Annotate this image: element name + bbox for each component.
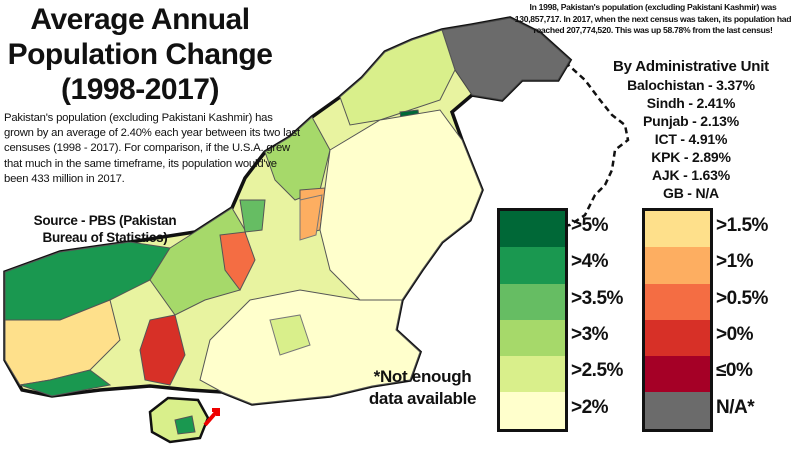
admin-unit-item: AJK - 1.63% (652, 167, 730, 183)
admin-unit-item: KPK - 2.89% (651, 149, 731, 165)
description: Pakistan's population (excluding Pakista… (4, 112, 300, 185)
legend-label: >4% (571, 251, 609, 273)
region-punjab (319, 109, 483, 301)
inset-arrow (203, 408, 220, 427)
region-coast (19, 369, 112, 397)
title-line: Population Change (7, 38, 273, 71)
source-note: Source - PBS (Pakistan Bureau of Statist… (10, 212, 200, 246)
legend-swatch (500, 247, 565, 284)
source-line: Bureau of Statistics) (42, 230, 168, 245)
admin-unit-item: Punjab - 2.13% (642, 113, 739, 129)
legend-swatch (645, 283, 710, 320)
title-line: (1998-2017) (61, 73, 219, 106)
legend-swatch (500, 319, 565, 357)
legend-label: N/A* (716, 396, 755, 418)
region-gb (441, 17, 571, 101)
region-sindh (199, 289, 421, 405)
note-line: *Not enough (373, 367, 472, 386)
admin-unit-item: Balochistan - 3.37% (627, 77, 755, 93)
region-quetta (239, 199, 266, 233)
legend-label: >2.5% (571, 360, 623, 382)
region-sindh-green (269, 314, 311, 356)
region-loralai (219, 231, 256, 291)
admin-unit-item: GB - N/A (663, 185, 719, 201)
karachi-inset-district (174, 415, 196, 435)
legend-label: >1.5% (716, 215, 768, 236)
legend-swatch (500, 211, 565, 248)
title-line: Average Annual (30, 3, 250, 36)
legend-swatch (645, 211, 710, 248)
legend-swatch (645, 356, 710, 393)
admin-unit-item: Sindh - 2.41% (646, 95, 736, 111)
legend-label: >1% (716, 251, 754, 273)
disputed-border (519, 61, 630, 230)
not-enough-data-note: *Not enough data available (345, 366, 500, 410)
legend-label: >0% (716, 323, 754, 345)
legend-warm (642, 208, 713, 432)
source-line: Source - PBS (Pakistan (33, 213, 177, 228)
legend-label: ≤0% (716, 360, 753, 382)
legend-label: >2% (571, 396, 609, 418)
legend-swatch (500, 392, 565, 429)
legend-swatch (500, 356, 565, 393)
legend-swatch (645, 392, 710, 429)
legend-label: >3.5% (571, 287, 623, 309)
census-note: In 1998, Pakistan's population (excludin… (514, 2, 792, 35)
note-line: data available (368, 389, 477, 408)
legend-swatch (500, 283, 565, 320)
region-kpk-north (339, 29, 456, 126)
admin-unit-item: ICT - 4.91% (654, 131, 728, 147)
legend-label: >5% (571, 215, 609, 236)
legend-label: >3% (571, 323, 609, 345)
page-title: Average Annual Population Change (1998-2… (0, 2, 280, 107)
legend-swatch (645, 319, 710, 357)
legend-green (497, 208, 568, 432)
admin-unit-heading: By Administrative Unit (613, 58, 769, 75)
admin-unit-list: By Administrative Unit Balochistan - 3.3… (586, 58, 796, 202)
legend-swatch (645, 247, 710, 284)
legend-label: >0.5% (716, 287, 768, 309)
region-punjab-orange (299, 194, 323, 241)
